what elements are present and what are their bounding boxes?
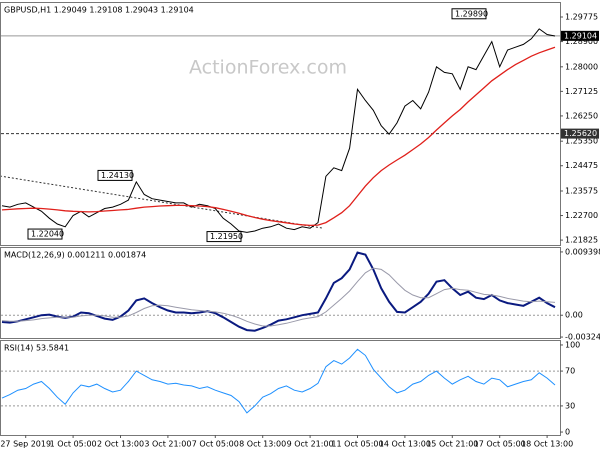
annotation-box [451,8,487,20]
y-tick-label: 1.25350 [565,137,598,146]
price-box-label: 1.25620 [564,129,597,138]
y-tick-label: 0.00 [565,311,583,320]
y-tick-label: 1.21825 [565,236,598,245]
y-tick-label: 1.23575 [565,186,598,195]
x-tick-label: 8 Oct 13:00 [239,440,286,449]
y-tick-label: 1.22700 [565,211,598,220]
y-tick-label: 30 [565,401,575,410]
y-tick-label: 1.27125 [565,87,598,96]
annotation-label: 1.22040 [31,230,64,239]
x-tick-label: 17 Oct 05:00 [474,440,526,449]
y-tick-label: 0.009398 [565,247,600,256]
annotation-label: 1.21950 [210,232,243,241]
x-tick-label: 14 Oct 13:00 [379,440,431,449]
price-box [561,128,599,139]
price-box-label: 1.29104 [564,31,597,40]
y-tick-label: 1.26250 [565,111,598,120]
y-tick-label: 0 [565,428,570,437]
x-tick-label: 2 Oct 13:00 [97,440,144,449]
panel-frame [0,2,561,246]
panel-frame [0,340,561,436]
x-tick-label: 7 Oct 05:00 [192,440,239,449]
panel-frame [0,247,561,339]
y-tick-label: 70 [565,367,575,376]
panel-header: GBPUSD,H1 1.29049 1.29108 1.29043 1.2910… [4,6,194,15]
x-tick-label: 9 Oct 21:00 [287,440,334,449]
series-line [1,348,556,414]
panel-header: RSI(14) 53.5841 [4,344,69,353]
series-line [1,267,556,327]
series-line [1,28,556,233]
x-tick-label: 15 Oct 21:00 [426,440,478,449]
price-box [561,30,599,41]
annotation-box [206,231,242,243]
y-tick-label: 1.28000 [565,62,598,71]
annotation-label: 1.24130 [101,171,134,180]
series-line [1,46,556,227]
annotation-label: 1.29890 [455,9,488,18]
x-tick-label: 3 Oct 21:00 [144,440,191,449]
annotation-box [97,169,133,181]
x-tick-label: 18 Oct 13:00 [521,440,573,449]
y-tick-label: 100 [565,340,580,349]
panel-header: MACD(12,26,9) 0.001211 0.001874 [4,251,146,260]
x-tick-label: 1 Oct 05:00 [50,440,97,449]
annotation-box [27,228,63,240]
y-tick-label: -0.00324 [565,333,600,342]
y-tick-label: 1.24475 [565,161,598,170]
y-tick-label: 1.29775 [565,13,598,22]
y-tick-label: 1.28900 [565,37,598,46]
x-tick-label: 11 Oct 05:00 [331,440,383,449]
x-tick-label: 27 Sep 2019 [0,440,51,449]
watermark: ActionForex.com [189,57,347,79]
trend-line [0,175,323,229]
